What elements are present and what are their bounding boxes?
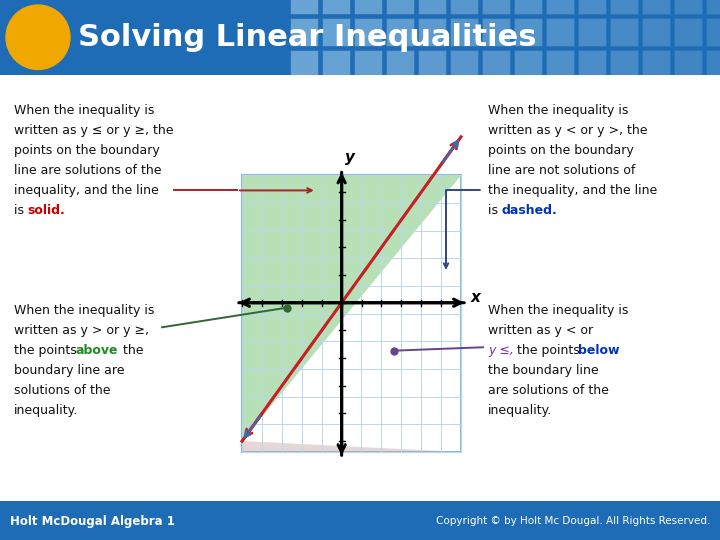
Polygon shape: [242, 441, 461, 452]
Bar: [642, 18, 670, 46]
Text: x: x: [471, 290, 481, 305]
Text: solid.: solid.: [27, 205, 65, 218]
Text: Copyright © by Holt Mc Dougal. All Rights Reserved.: Copyright © by Holt Mc Dougal. All Right…: [436, 516, 710, 526]
Bar: [546, 18, 574, 46]
Bar: [642, 50, 670, 78]
Text: line are not solutions of: line are not solutions of: [488, 165, 635, 178]
Bar: [514, 18, 542, 46]
Bar: [610, 18, 638, 46]
Bar: [578, 18, 606, 46]
Bar: [514, 0, 542, 14]
Text: above: above: [76, 345, 119, 357]
Bar: [322, 18, 350, 46]
Text: written as y < or y >, the: written as y < or y >, the: [488, 125, 647, 138]
Bar: [354, 0, 382, 14]
Text: points on the boundary: points on the boundary: [14, 145, 160, 158]
Text: the inequality, and the line: the inequality, and the line: [488, 185, 657, 198]
Text: boundary line are: boundary line are: [14, 364, 125, 377]
Bar: [482, 18, 510, 46]
Bar: [706, 0, 720, 14]
Bar: [354, 18, 382, 46]
Text: line are solutions of the: line are solutions of the: [14, 165, 161, 178]
Bar: [290, 50, 318, 78]
Bar: [578, 50, 606, 78]
Bar: [386, 18, 414, 46]
Text: the points: the points: [14, 345, 81, 357]
Text: inequality, and the line: inequality, and the line: [14, 185, 158, 198]
Bar: [514, 50, 542, 78]
Text: When the inequality is: When the inequality is: [488, 305, 629, 318]
Bar: [674, 50, 702, 78]
Bar: [450, 18, 478, 46]
Text: is: is: [488, 205, 502, 218]
Text: is: is: [14, 205, 28, 218]
Bar: [322, 0, 350, 14]
Bar: [450, 0, 478, 14]
Text: y ≤,: y ≤,: [488, 345, 514, 357]
Bar: [706, 50, 720, 78]
Bar: [610, 50, 638, 78]
Bar: [674, 18, 702, 46]
Text: below: below: [578, 345, 619, 357]
Bar: [546, 0, 574, 14]
Text: points on the boundary: points on the boundary: [488, 145, 634, 158]
Text: When the inequality is: When the inequality is: [488, 105, 629, 118]
Bar: [482, 0, 510, 14]
Bar: [610, 0, 638, 14]
Ellipse shape: [6, 5, 70, 70]
Text: inequality.: inequality.: [488, 404, 552, 417]
Bar: [418, 18, 446, 46]
Bar: [546, 50, 574, 78]
Text: When the inequality is: When the inequality is: [14, 105, 154, 118]
Bar: [386, 50, 414, 78]
Bar: [706, 18, 720, 46]
Text: the points: the points: [513, 345, 584, 357]
Text: the: the: [119, 345, 143, 357]
Text: solutions of the: solutions of the: [14, 384, 110, 397]
Text: Solving Linear Inequalities: Solving Linear Inequalities: [78, 23, 536, 52]
Bar: [386, 0, 414, 14]
Bar: [642, 0, 670, 14]
Bar: [354, 50, 382, 78]
Bar: [242, 176, 461, 452]
Bar: [450, 50, 478, 78]
Bar: [322, 50, 350, 78]
Text: are solutions of the: are solutions of the: [488, 384, 609, 397]
Text: written as y > or y ≥,: written as y > or y ≥,: [14, 325, 149, 338]
Text: When the inequality is: When the inequality is: [14, 305, 154, 318]
Text: y: y: [345, 151, 355, 165]
Polygon shape: [242, 176, 461, 441]
Text: written as y ≤ or y ≥, the: written as y ≤ or y ≥, the: [14, 125, 174, 138]
Text: Holt McDougal Algebra 1: Holt McDougal Algebra 1: [10, 515, 175, 528]
Bar: [418, 0, 446, 14]
Bar: [578, 0, 606, 14]
Bar: [418, 50, 446, 78]
Bar: [674, 0, 702, 14]
Text: dashed.: dashed.: [501, 205, 557, 218]
Text: the boundary line: the boundary line: [488, 364, 598, 377]
Text: written as y < or: written as y < or: [488, 325, 593, 338]
Bar: [482, 50, 510, 78]
Bar: [290, 0, 318, 14]
Bar: [290, 18, 318, 46]
Text: inequality.: inequality.: [14, 404, 78, 417]
